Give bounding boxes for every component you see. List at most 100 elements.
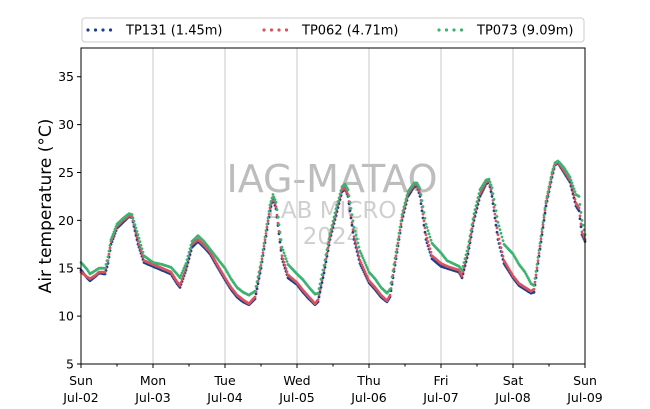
data-point	[467, 240, 471, 244]
data-point	[274, 205, 278, 209]
data-point	[365, 274, 369, 278]
data-point	[361, 256, 365, 260]
legend-box	[81, 17, 585, 43]
data-point	[136, 233, 140, 237]
data-point	[535, 263, 539, 266]
data-point	[352, 225, 356, 229]
data-point	[543, 208, 547, 212]
data-point	[132, 219, 136, 223]
data-point	[284, 267, 288, 270]
data-point	[349, 207, 353, 210]
data-point	[186, 254, 190, 258]
data-point	[388, 293, 392, 297]
data-point	[460, 268, 464, 272]
data-point	[571, 190, 575, 194]
data-point	[351, 228, 355, 232]
data-point	[108, 246, 112, 250]
data-point	[323, 258, 327, 262]
data-point	[471, 217, 475, 221]
data-point	[329, 228, 333, 232]
data-point	[267, 212, 271, 216]
legend-label-2: TP062 (4.71m)	[301, 24, 398, 39]
data-point	[362, 268, 366, 271]
data-point	[180, 278, 184, 282]
data-point	[546, 190, 550, 194]
data-point	[282, 260, 286, 264]
data-point	[316, 291, 320, 295]
data-point	[473, 208, 477, 212]
data-point	[137, 236, 141, 240]
data-point	[366, 277, 370, 280]
data-point	[260, 254, 264, 258]
data-point	[532, 284, 536, 287]
data-point	[466, 245, 470, 249]
data-point	[322, 264, 326, 267]
data-point	[321, 276, 325, 280]
legend-marker	[262, 28, 266, 32]
x-tick-label-date: Jul-04	[206, 390, 243, 405]
data-point	[277, 223, 281, 227]
watermark-line-1: IAG-MATAO	[226, 157, 437, 201]
x-axis: Sun Jul-02 Mon Jul-03 Tue Jul-04 Wed Jul-05 Thu J…	[62, 364, 603, 405]
data-point	[572, 187, 576, 191]
data-point	[539, 237, 543, 241]
legend-marker	[108, 28, 113, 32]
data-point	[427, 232, 431, 236]
data-point	[389, 281, 393, 285]
data-point	[568, 175, 572, 179]
data-point	[182, 266, 186, 270]
data-point	[326, 242, 330, 246]
data-point	[282, 251, 286, 255]
data-point	[359, 251, 363, 255]
data-point	[358, 259, 362, 262]
data-point	[280, 254, 284, 258]
data-point	[390, 275, 394, 279]
data-point	[338, 192, 342, 196]
legend-marker	[101, 28, 105, 32]
data-point	[109, 238, 113, 241]
data-point	[285, 270, 289, 274]
y-tick-label: 15	[58, 261, 74, 276]
data-point	[261, 251, 265, 255]
data-point	[539, 234, 543, 238]
data-point	[552, 164, 556, 168]
data-point	[537, 249, 541, 252]
data-point	[461, 264, 465, 268]
legend-marker	[444, 28, 449, 32]
data-point	[280, 245, 284, 249]
data-point	[355, 237, 359, 241]
data-point	[107, 252, 111, 256]
data-point	[573, 190, 577, 194]
data-point	[181, 275, 185, 279]
data-point	[325, 248, 329, 252]
data-point	[274, 200, 278, 204]
data-point	[488, 180, 492, 184]
data-point	[321, 268, 325, 272]
data-point	[268, 203, 272, 207]
y-axis: 5 10 15 20 25 30 35	[58, 69, 81, 372]
legend-marker	[459, 28, 464, 32]
legend: TP131 (1.45m) TP062 (4.71m) TP073 (9.09m)	[81, 17, 585, 43]
data-point	[500, 250, 504, 254]
watermark: IAG-MATAO LAB MICRO 2024	[226, 157, 437, 250]
data-point	[260, 257, 264, 261]
data-points	[79, 159, 587, 306]
data-point	[395, 244, 399, 248]
y-tick-label: 25	[58, 165, 74, 180]
data-point	[103, 270, 107, 274]
data-point	[494, 219, 498, 223]
data-point	[495, 215, 499, 218]
data-point	[540, 227, 544, 231]
data-point	[393, 260, 397, 264]
data-point	[470, 223, 474, 227]
data-point	[426, 229, 430, 233]
data-point	[350, 223, 354, 227]
data-point	[393, 256, 397, 260]
data-point	[257, 270, 261, 274]
data-point	[404, 197, 408, 201]
data-point	[489, 183, 493, 187]
data-point	[544, 204, 548, 208]
data-point	[400, 213, 404, 217]
data-point	[316, 298, 320, 302]
data-point	[264, 229, 268, 233]
